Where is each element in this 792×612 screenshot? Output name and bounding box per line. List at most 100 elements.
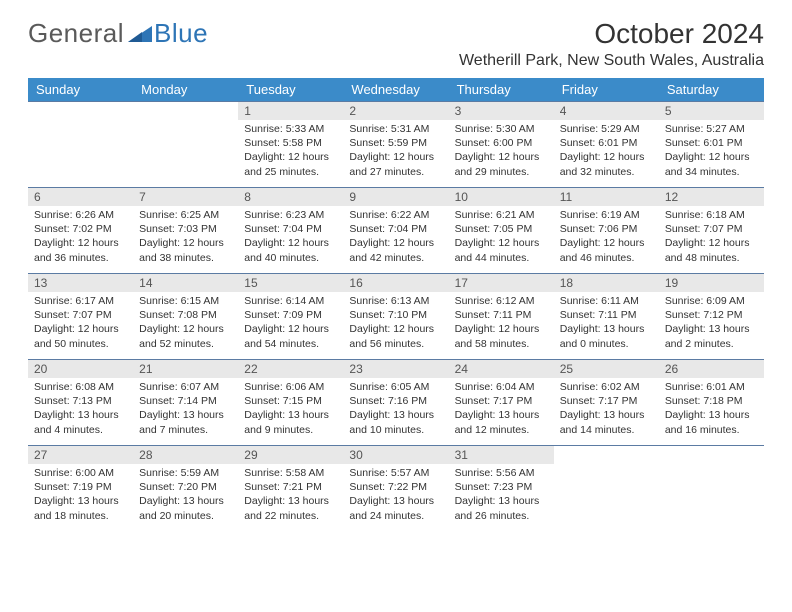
day-info: Sunrise: 5:58 AMSunset: 7:21 PMDaylight:…: [238, 464, 343, 525]
day-info: Sunrise: 6:19 AMSunset: 7:06 PMDaylight:…: [554, 206, 659, 267]
day-info: Sunrise: 5:57 AMSunset: 7:22 PMDaylight:…: [343, 464, 448, 525]
calendar-cell-empty: [133, 101, 238, 187]
day-info: Sunrise: 6:09 AMSunset: 7:12 PMDaylight:…: [659, 292, 764, 353]
day-number: 11: [554, 188, 659, 206]
day-number: 9: [343, 188, 448, 206]
calendar-cell: 12Sunrise: 6:18 AMSunset: 7:07 PMDayligh…: [659, 187, 764, 273]
calendar-cell-empty: [554, 445, 659, 531]
calendar-cell: 29Sunrise: 5:58 AMSunset: 7:21 PMDayligh…: [238, 445, 343, 531]
day-number: 14: [133, 274, 238, 292]
day-number: 12: [659, 188, 764, 206]
calendar-cell: 5Sunrise: 5:27 AMSunset: 6:01 PMDaylight…: [659, 101, 764, 187]
day-info: Sunrise: 5:30 AMSunset: 6:00 PMDaylight:…: [449, 120, 554, 181]
day-number: 3: [449, 102, 554, 120]
calendar-cell: 3Sunrise: 5:30 AMSunset: 6:00 PMDaylight…: [449, 101, 554, 187]
day-info: Sunrise: 6:11 AMSunset: 7:11 PMDaylight:…: [554, 292, 659, 353]
day-number: 4: [554, 102, 659, 120]
location-subtitle: Wetherill Park, New South Wales, Austral…: [459, 52, 764, 70]
day-number: 1: [238, 102, 343, 120]
calendar-cell: 31Sunrise: 5:56 AMSunset: 7:23 PMDayligh…: [449, 445, 554, 531]
day-number: 20: [28, 360, 133, 378]
day-number: 7: [133, 188, 238, 206]
weekday-header: Thursday: [449, 78, 554, 101]
day-number: 24: [449, 360, 554, 378]
day-number: 26: [659, 360, 764, 378]
calendar-cell: 24Sunrise: 6:04 AMSunset: 7:17 PMDayligh…: [449, 359, 554, 445]
day-number: 31: [449, 446, 554, 464]
calendar-cell-empty: [28, 101, 133, 187]
day-number: 16: [343, 274, 448, 292]
day-number: 27: [28, 446, 133, 464]
calendar-cell: 2Sunrise: 5:31 AMSunset: 5:59 PMDaylight…: [343, 101, 448, 187]
calendar-cell: 28Sunrise: 5:59 AMSunset: 7:20 PMDayligh…: [133, 445, 238, 531]
day-info: Sunrise: 5:27 AMSunset: 6:01 PMDaylight:…: [659, 120, 764, 181]
day-info: Sunrise: 6:23 AMSunset: 7:04 PMDaylight:…: [238, 206, 343, 267]
day-number: 28: [133, 446, 238, 464]
day-info: Sunrise: 6:00 AMSunset: 7:19 PMDaylight:…: [28, 464, 133, 525]
day-info: Sunrise: 6:04 AMSunset: 7:17 PMDaylight:…: [449, 378, 554, 439]
calendar-cell: 14Sunrise: 6:15 AMSunset: 7:08 PMDayligh…: [133, 273, 238, 359]
calendar-cell: 30Sunrise: 5:57 AMSunset: 7:22 PMDayligh…: [343, 445, 448, 531]
day-info: Sunrise: 6:25 AMSunset: 7:03 PMDaylight:…: [133, 206, 238, 267]
month-title: October 2024: [459, 18, 764, 50]
weekday-header: Monday: [133, 78, 238, 101]
weekday-header: Wednesday: [343, 78, 448, 101]
calendar-cell: 10Sunrise: 6:21 AMSunset: 7:05 PMDayligh…: [449, 187, 554, 273]
calendar-cell: 16Sunrise: 6:13 AMSunset: 7:10 PMDayligh…: [343, 273, 448, 359]
day-info: Sunrise: 6:17 AMSunset: 7:07 PMDaylight:…: [28, 292, 133, 353]
day-number: 19: [659, 274, 764, 292]
day-number: 10: [449, 188, 554, 206]
day-number: 13: [28, 274, 133, 292]
calendar-cell: 25Sunrise: 6:02 AMSunset: 7:17 PMDayligh…: [554, 359, 659, 445]
day-info: Sunrise: 6:05 AMSunset: 7:16 PMDaylight:…: [343, 378, 448, 439]
brand-logo: General Blue: [28, 18, 208, 49]
calendar-cell: 19Sunrise: 6:09 AMSunset: 7:12 PMDayligh…: [659, 273, 764, 359]
day-number: 29: [238, 446, 343, 464]
day-info: Sunrise: 6:26 AMSunset: 7:02 PMDaylight:…: [28, 206, 133, 267]
day-info: Sunrise: 6:06 AMSunset: 7:15 PMDaylight:…: [238, 378, 343, 439]
day-number: 15: [238, 274, 343, 292]
day-info: Sunrise: 6:08 AMSunset: 7:13 PMDaylight:…: [28, 378, 133, 439]
day-number: 21: [133, 360, 238, 378]
weekday-header: Tuesday: [238, 78, 343, 101]
calendar-cell: 8Sunrise: 6:23 AMSunset: 7:04 PMDaylight…: [238, 187, 343, 273]
day-info: Sunrise: 6:01 AMSunset: 7:18 PMDaylight:…: [659, 378, 764, 439]
day-info: Sunrise: 5:59 AMSunset: 7:20 PMDaylight:…: [133, 464, 238, 525]
day-info: Sunrise: 5:29 AMSunset: 6:01 PMDaylight:…: [554, 120, 659, 181]
calendar-cell: 22Sunrise: 6:06 AMSunset: 7:15 PMDayligh…: [238, 359, 343, 445]
day-number: 2: [343, 102, 448, 120]
calendar-cell: 17Sunrise: 6:12 AMSunset: 7:11 PMDayligh…: [449, 273, 554, 359]
calendar-cell: 6Sunrise: 6:26 AMSunset: 7:02 PMDaylight…: [28, 187, 133, 273]
day-number: 8: [238, 188, 343, 206]
calendar-cell: 13Sunrise: 6:17 AMSunset: 7:07 PMDayligh…: [28, 273, 133, 359]
day-info: Sunrise: 6:14 AMSunset: 7:09 PMDaylight:…: [238, 292, 343, 353]
day-info: Sunrise: 6:07 AMSunset: 7:14 PMDaylight:…: [133, 378, 238, 439]
calendar-cell: 11Sunrise: 6:19 AMSunset: 7:06 PMDayligh…: [554, 187, 659, 273]
day-number: 5: [659, 102, 764, 120]
calendar-cell: 1Sunrise: 5:33 AMSunset: 5:58 PMDaylight…: [238, 101, 343, 187]
day-info: Sunrise: 6:12 AMSunset: 7:11 PMDaylight:…: [449, 292, 554, 353]
logo-triangle-icon: [128, 24, 152, 44]
day-info: Sunrise: 6:18 AMSunset: 7:07 PMDaylight:…: [659, 206, 764, 267]
day-info: Sunrise: 6:15 AMSunset: 7:08 PMDaylight:…: [133, 292, 238, 353]
brand-part1: General: [28, 18, 124, 49]
weekday-header: Saturday: [659, 78, 764, 101]
day-number: 23: [343, 360, 448, 378]
day-number: 30: [343, 446, 448, 464]
calendar-cell: 18Sunrise: 6:11 AMSunset: 7:11 PMDayligh…: [554, 273, 659, 359]
calendar-cell: 21Sunrise: 6:07 AMSunset: 7:14 PMDayligh…: [133, 359, 238, 445]
day-number: 17: [449, 274, 554, 292]
calendar-cell: 15Sunrise: 6:14 AMSunset: 7:09 PMDayligh…: [238, 273, 343, 359]
day-info: Sunrise: 5:33 AMSunset: 5:58 PMDaylight:…: [238, 120, 343, 181]
weekday-header: Sunday: [28, 78, 133, 101]
calendar-cell: 20Sunrise: 6:08 AMSunset: 7:13 PMDayligh…: [28, 359, 133, 445]
day-info: Sunrise: 6:21 AMSunset: 7:05 PMDaylight:…: [449, 206, 554, 267]
day-number: 25: [554, 360, 659, 378]
day-info: Sunrise: 5:56 AMSunset: 7:23 PMDaylight:…: [449, 464, 554, 525]
day-number: 6: [28, 188, 133, 206]
day-number: 22: [238, 360, 343, 378]
calendar-cell: 27Sunrise: 6:00 AMSunset: 7:19 PMDayligh…: [28, 445, 133, 531]
calendar-cell: 23Sunrise: 6:05 AMSunset: 7:16 PMDayligh…: [343, 359, 448, 445]
calendar-cell-empty: [659, 445, 764, 531]
brand-part2: Blue: [154, 18, 208, 49]
